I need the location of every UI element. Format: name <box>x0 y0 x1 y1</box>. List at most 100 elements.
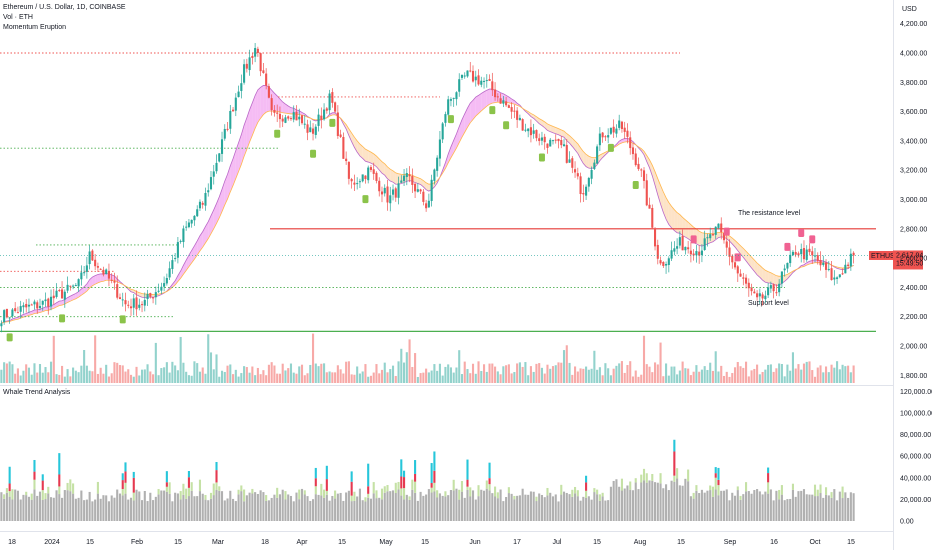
candle-body <box>662 262 665 266</box>
volume-bar <box>375 364 378 383</box>
volume-bar <box>138 375 141 383</box>
whale-distrib-bar <box>767 473 770 483</box>
whale-base-bar <box>11 499 14 521</box>
whale-distrib-bar <box>414 473 417 482</box>
volume-bar <box>805 361 808 383</box>
candle-body <box>99 268 102 270</box>
volume-bar <box>80 365 83 383</box>
volume-bar <box>61 365 64 383</box>
volume-label: Vol · ETH <box>3 14 33 21</box>
ticker-tag: ETHUSD <box>871 253 900 260</box>
volume-bar <box>444 366 447 383</box>
whale-accum-bar <box>496 492 499 499</box>
volume-bar <box>251 366 254 383</box>
candle-body <box>3 310 6 323</box>
candle-body <box>538 138 541 141</box>
volume-bar <box>132 376 135 383</box>
volume-bar <box>336 365 339 383</box>
price-tick-label: 2,600.00 <box>900 256 927 263</box>
volume-bar <box>631 376 635 383</box>
whale-base-bar <box>444 496 447 521</box>
whale-accum-bar <box>66 482 69 491</box>
whale-base-bar <box>502 501 505 521</box>
whale-accum-bar <box>488 484 491 491</box>
volume-bar <box>538 363 541 383</box>
sell-signal-marker <box>734 253 741 262</box>
volume-bar <box>844 366 847 383</box>
whale-accum-bar <box>394 482 397 493</box>
currency-label: USD <box>902 6 917 13</box>
volume-bar <box>620 361 623 383</box>
volume-bar <box>185 371 188 383</box>
candle-body <box>714 226 717 235</box>
ribbon-segment <box>481 91 485 111</box>
volume-bar <box>466 369 469 383</box>
volume-bar <box>783 376 786 383</box>
whale-base-bar <box>733 495 737 521</box>
candle-body <box>659 260 662 264</box>
volume-bar <box>598 367 601 383</box>
whale-base-bar <box>380 499 384 521</box>
whale-base-bar <box>587 496 590 521</box>
volume-bar <box>612 368 615 383</box>
candle-body <box>102 269 105 275</box>
ribbon-segment <box>757 263 760 278</box>
ribbon-segment <box>373 153 377 167</box>
whale-accum-bar <box>69 479 72 492</box>
ribbon-segment <box>34 309 38 314</box>
ribbon-segment <box>768 271 771 284</box>
volume-bar <box>149 371 152 383</box>
candle-body <box>207 190 210 193</box>
volume-bar <box>419 373 422 383</box>
candle-body <box>764 295 767 300</box>
candle-body <box>692 253 695 256</box>
volume-bar <box>157 375 160 383</box>
volume-bar <box>416 376 419 383</box>
ribbon-segment <box>751 257 755 272</box>
whale-spike-bar <box>767 467 770 474</box>
whale-accum-bar <box>47 486 50 494</box>
candle-body <box>629 137 632 149</box>
volume-bar <box>521 366 524 383</box>
whale-accum-bar <box>659 473 662 484</box>
ribbon-segment <box>111 274 115 281</box>
whale-accum-bar <box>535 496 538 502</box>
candle-body <box>425 203 428 209</box>
volume-bar <box>551 366 555 383</box>
volume-bar <box>314 363 317 383</box>
time-tick-label: Aug <box>634 539 647 546</box>
buy-signal-marker <box>59 314 66 323</box>
ribbon-segment <box>762 268 766 283</box>
candle-body <box>303 123 306 125</box>
whale-base-bar <box>598 500 601 521</box>
candle-body <box>49 296 53 307</box>
whale-base-bar <box>753 490 756 521</box>
candle-body <box>551 140 555 142</box>
whale-base-bar <box>756 489 759 521</box>
candle-body <box>687 247 690 250</box>
volume-bar <box>292 372 295 383</box>
whale-spike-bar <box>132 471 135 478</box>
time-tick-label: Sep <box>724 539 737 546</box>
whale-base-bar <box>521 488 524 521</box>
volume-bar <box>648 366 651 383</box>
whale-base-bar <box>665 484 668 521</box>
candle-body <box>107 270 110 279</box>
ribbon-segment <box>718 232 722 238</box>
whale-base-bar <box>535 501 538 521</box>
whale-accum-bar <box>212 483 215 496</box>
candle-body <box>819 259 822 266</box>
whale-base-bar <box>328 500 331 521</box>
candle-body <box>703 238 706 250</box>
candle-body <box>438 139 441 159</box>
whale-base-bar <box>226 498 229 521</box>
candle-body <box>389 195 392 204</box>
volume-bar <box>369 375 373 383</box>
whale-base-bar <box>488 490 491 521</box>
volume-bar <box>458 350 461 383</box>
volume-bar <box>284 370 287 383</box>
volume-bar <box>513 372 516 383</box>
volume-bar <box>756 364 759 383</box>
